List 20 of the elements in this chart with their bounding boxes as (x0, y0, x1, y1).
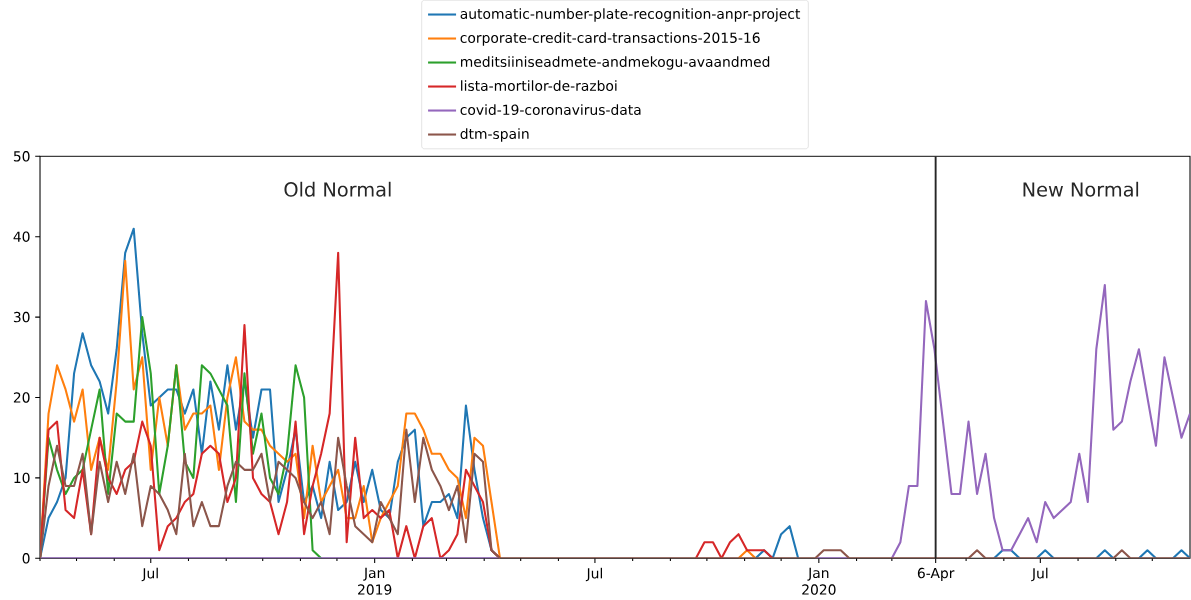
legend-label: covid-19-coronavirus-data (460, 104, 641, 115)
y-tick-label: 30 (13, 311, 30, 323)
y-tick-label: 50 (13, 150, 30, 162)
x-tick-label: Jul (141, 567, 158, 581)
legend-label: meditsiiniseadmete-andmekogu-avaandmed (461, 56, 770, 70)
y-tick-label: 10 (14, 472, 30, 483)
x-tick-label: Jul (1031, 567, 1048, 581)
x-tick-label: Jan 2019 (358, 567, 392, 595)
legend-label: dtm-spain (460, 128, 529, 142)
x-tick-label: Jul (585, 567, 602, 581)
annotation: New Normal (1023, 181, 1139, 197)
legend-label: lista-mortilor-de-razboi (461, 80, 617, 91)
y-tick-label: 0 (22, 552, 30, 564)
y-tick-label: 40 (13, 231, 30, 242)
x-tick-label: 6-Apr (917, 567, 955, 581)
y-tick-label: 20 (13, 392, 30, 403)
x-tick-label: Jan 2020 (802, 567, 836, 595)
annotation: Old Normal (284, 181, 391, 197)
legend-label: automatic-number-plate-recognition-anpr-project (460, 8, 801, 22)
legend-label: corporate-credit-card-transactions-2015-16 (460, 32, 760, 46)
